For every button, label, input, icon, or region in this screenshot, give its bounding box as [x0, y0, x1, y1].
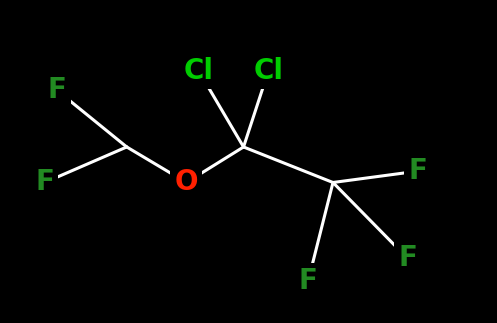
Text: F: F	[408, 157, 427, 185]
Text: Cl: Cl	[184, 57, 214, 85]
Text: Cl: Cl	[253, 57, 283, 85]
Text: F: F	[48, 77, 67, 104]
Text: O: O	[174, 169, 198, 196]
Text: F: F	[299, 267, 318, 295]
Text: F: F	[35, 169, 54, 196]
Text: F: F	[398, 245, 417, 272]
